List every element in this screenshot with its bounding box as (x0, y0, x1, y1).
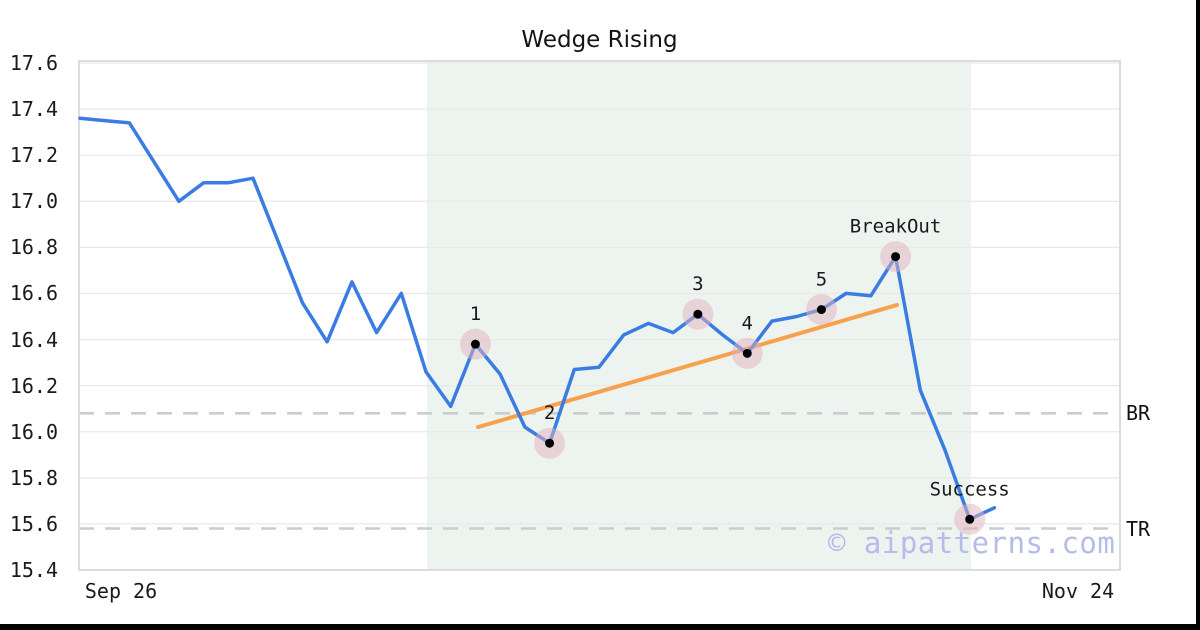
y-tick-label: 16.2 (9, 373, 58, 398)
trendline (476, 302, 899, 430)
annotation-label: 1 (470, 303, 481, 325)
y-tick-label: 15.6 (9, 511, 58, 536)
marker-dot (470, 339, 480, 349)
y-tick-label: 17.2 (9, 143, 58, 168)
y-tick-label: 16.8 (9, 235, 58, 260)
chart-title: Wedge Rising (521, 27, 678, 53)
marker-dot (891, 252, 901, 262)
y-tick-label: 16.6 (9, 281, 58, 306)
y-tick-label: 15.8 (9, 465, 58, 490)
annotation-label: 4 (742, 312, 753, 334)
annotation-label: Success (930, 478, 1010, 500)
annotation-label: 3 (692, 273, 703, 295)
frame-right-bar (1196, 0, 1200, 630)
marker-dot (965, 514, 975, 524)
marker-dot (693, 309, 703, 319)
y-tick-label: 17.6 (9, 51, 58, 75)
level-label-br: BR (1126, 401, 1151, 426)
marker-dot (742, 348, 752, 358)
x-tick-label: Sep 26 (84, 579, 158, 603)
y-tick-label: 16.4 (9, 327, 58, 352)
annotation-label: BreakOut (850, 216, 942, 238)
plot-border (78, 60, 1121, 571)
y-tick-label: 17.0 (9, 189, 58, 214)
level-label-tr: TR (1126, 516, 1151, 541)
marker-dot (816, 305, 826, 315)
annotation-label: 2 (544, 402, 555, 424)
marker-dot (545, 438, 555, 448)
frame-bottom-bar (0, 624, 1200, 630)
y-tick-label: 17.4 (9, 97, 58, 122)
x-tick-label: Nov 24 (1041, 579, 1115, 603)
y-tick-label: 16.0 (9, 419, 58, 444)
y-tick-label: 15.4 (9, 557, 58, 582)
annotation-label: 5 (816, 269, 827, 291)
